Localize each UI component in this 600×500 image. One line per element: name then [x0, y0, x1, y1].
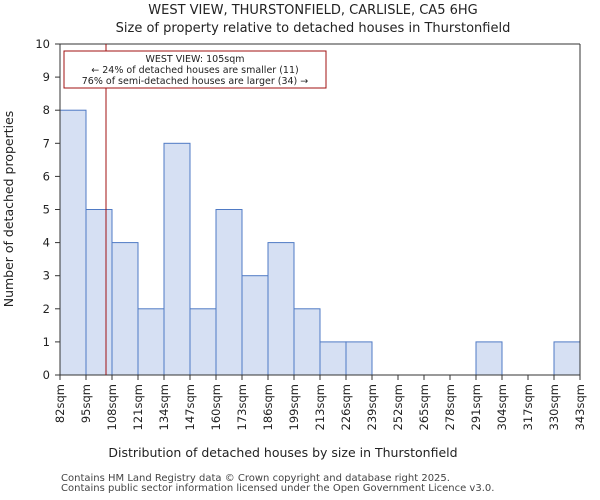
y-tick-label: 2 [43, 302, 50, 316]
bar-147sqm [189, 308, 217, 376]
bar-199sqm [293, 308, 321, 376]
y-tick-label: 6 [43, 169, 50, 183]
y-tick-label: 5 [43, 203, 50, 217]
x-tick-label: 278sqm [443, 384, 457, 430]
bar-226sqm [345, 341, 373, 376]
bar-330sqm [553, 341, 581, 376]
annotation-line-2: ← 24% of detached houses are smaller (11… [91, 65, 298, 76]
x-tick-label: 95sqm [79, 384, 93, 423]
bar-95sqm [85, 209, 113, 376]
y-tick-label: 4 [43, 236, 50, 250]
y-tick-label: 10 [35, 37, 50, 51]
x-tick-label: 239sqm [365, 384, 379, 430]
chart-title: WEST VIEW, THURSTONFIELD, CARLISLE, CA5 … [148, 3, 477, 18]
x-tick-label: 317sqm [521, 384, 535, 430]
x-tick-label: 330sqm [547, 384, 561, 430]
x-tick-label: 291sqm [469, 384, 483, 430]
x-axis-title: Distribution of detached houses by size … [108, 445, 457, 460]
y-tick-label: 8 [43, 103, 50, 117]
x-tick-label: 199sqm [287, 384, 301, 430]
y-axis-title: Number of detached properties [1, 111, 16, 308]
bar-121sqm [137, 308, 165, 376]
x-tick-label: 252sqm [391, 384, 405, 430]
x-tick-label: 121sqm [131, 384, 145, 430]
x-tick-label: 134sqm [157, 384, 171, 430]
y-tick-label: 9 [43, 70, 50, 84]
x-tick-label: 265sqm [417, 384, 431, 430]
annotation-box [63, 50, 327, 89]
x-tick-label: 226sqm [339, 384, 353, 430]
y-tick-label: 7 [43, 136, 50, 150]
chart-subtitle: Size of property relative to detached ho… [116, 21, 511, 36]
x-tick-label: 108sqm [105, 384, 119, 430]
x-tick-label: 186sqm [261, 384, 275, 430]
x-tick-label: 213sqm [313, 384, 327, 430]
bar-160sqm [215, 209, 243, 376]
footer-line-2: Contains public sector information licen… [61, 483, 495, 494]
bar-134sqm [163, 142, 191, 376]
x-tick-label: 173sqm [235, 384, 249, 430]
y-tick-label: 1 [43, 335, 50, 349]
bar-173sqm [241, 275, 269, 376]
x-tick-label: 304sqm [495, 384, 509, 430]
y-tick-label: 3 [43, 269, 50, 283]
bar-213sqm [319, 341, 347, 376]
bar-291sqm [475, 341, 503, 376]
bar-82sqm [59, 109, 87, 376]
x-tick-label: 343sqm [573, 384, 587, 430]
footer-line-1: Contains HM Land Registry data © Crown c… [61, 473, 450, 484]
annotation-line-1: WEST VIEW: 105sqm [146, 54, 245, 65]
x-tick-label: 160sqm [209, 384, 223, 430]
x-tick-label: 82sqm [53, 384, 67, 423]
x-tick-label: 147sqm [183, 384, 197, 430]
annotation-line-3: 76% of semi-detached houses are larger (… [82, 76, 309, 87]
bar-108sqm [111, 242, 139, 376]
bar-186sqm [267, 242, 295, 376]
y-tick-label: 0 [43, 368, 50, 382]
